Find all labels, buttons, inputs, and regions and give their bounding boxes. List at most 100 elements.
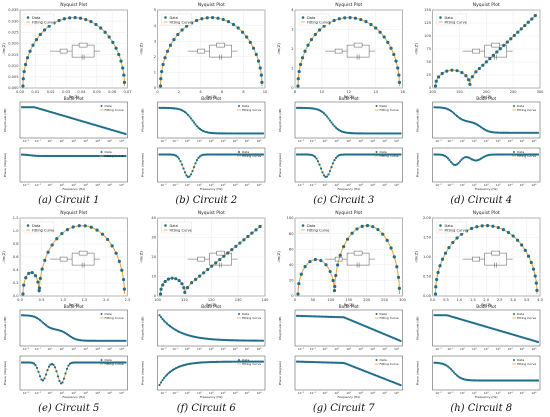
nyquist-data-point	[475, 225, 479, 229]
bode-phase-data-point	[64, 372, 67, 375]
bode-phase-freq-tick-label: 10⁻²	[23, 183, 29, 187]
nyquist-data-point	[21, 292, 25, 296]
nyquist-data-point	[306, 43, 310, 47]
bode-mag-freq-tick-label: 10⁴	[233, 347, 239, 351]
bode-title: Bode Plot	[201, 96, 221, 101]
nyquist-data-point	[353, 16, 358, 20]
nyquist-data-point	[364, 20, 368, 24]
nyquist-y-tick-label: 1.0	[13, 229, 19, 233]
nyquist-data-point	[495, 50, 499, 54]
nyquist-y-tick-label: 2.00	[423, 216, 432, 220]
nyquist-y-tick-label: 2	[291, 47, 293, 51]
nyquist-x-tick-label: 2	[178, 90, 180, 94]
bode-mag-freq-tick-label: 10⁶	[257, 347, 263, 351]
bode-mag-data-point	[399, 339, 402, 342]
nyquist-y-tick-label: 0.010	[8, 64, 19, 68]
bode-mag-freq-tick-label: 10⁴	[370, 347, 376, 351]
bode-mag-data-point	[186, 113, 190, 116]
bode-legend-fit-label: Fitting Curve	[105, 108, 124, 112]
bode-mag-freq-tick-label: 10³	[83, 139, 88, 143]
nyquist-data-point	[117, 259, 121, 263]
nyquist-data-point	[114, 46, 118, 50]
bode-phase-data-point	[261, 360, 265, 363]
nyquist-x-tick-label: 14	[373, 90, 378, 94]
bode-mag-data-point	[325, 115, 329, 118]
nyquist-data-point	[73, 16, 77, 20]
bode-phase-legend-data-marker	[238, 359, 240, 361]
bode-phase-data-point	[195, 159, 199, 162]
bode-phase-freq-tick-label: 10⁴	[508, 183, 514, 187]
nyquist-data-point	[161, 62, 165, 67]
nyquist-y-tick-label: 0.035	[8, 8, 18, 12]
bode-phase-freq-tick-label: 10⁶	[532, 183, 538, 187]
nyquist-data-point	[332, 18, 336, 23]
bode-mag-freq-tick-label: 10²	[71, 347, 76, 351]
bode-phase-ylabel: Phase (degrees)	[141, 153, 145, 177]
nyquist-data-point	[194, 277, 198, 282]
bode-mag-ylabel: Magnitude (dB)	[3, 316, 7, 339]
bode-phase-data-point	[449, 160, 453, 164]
bode-phase-data-point	[197, 156, 200, 159]
nyquist-data-point	[498, 47, 502, 51]
bode-legend-fit-label: Fitting Curve	[105, 316, 124, 320]
bode-phase-data-point	[536, 153, 540, 156]
nyquist-data-point	[397, 286, 401, 291]
nyquist-data-point	[396, 275, 401, 279]
nyquist-y-tick-label: 5	[154, 8, 156, 12]
nyquist-y-tick-label: 125	[424, 21, 431, 25]
bode-phase-data-point	[165, 373, 169, 376]
bode-phase-data-point	[451, 369, 454, 372]
nyquist-data-point	[55, 237, 59, 241]
nyquist-legend	[298, 221, 330, 234]
bode-phase-data-point	[452, 371, 456, 374]
nyquist-data-point	[248, 40, 252, 44]
bode-mag-ylabel: Magnitude (dB)	[278, 108, 282, 131]
nyquist-data-point	[46, 250, 50, 254]
bode-legend-fit-label: Fitting Curve	[242, 316, 261, 320]
bode-legend-data-marker	[100, 105, 103, 107]
nyquist-y-label: -Im(Z)	[414, 251, 419, 263]
nyquist-data-point	[214, 261, 218, 265]
nyquist-data-point	[382, 35, 386, 39]
bode-phase-freq-tick-label: 10²	[209, 183, 214, 187]
nyquist-data-point	[110, 244, 114, 248]
bode-legend-data-label: Data	[517, 104, 524, 108]
nyquist-data-point	[443, 251, 448, 255]
nyquist-data-point	[369, 22, 373, 27]
nyquist-data-point	[27, 271, 31, 275]
nyquist-x-tick-label: 0.06	[108, 90, 117, 94]
nyquist-y-label: -Im(Z)	[139, 43, 144, 55]
bode-phase-data-point	[124, 154, 127, 158]
nyquist-data-point	[533, 14, 537, 18]
panel-caption: (f) Circuit 6	[177, 403, 237, 414]
nyquist-data-point	[166, 277, 171, 281]
bode-mag-data-point	[194, 123, 197, 126]
nyquist-data-point	[374, 26, 378, 30]
bode-phase-freq-tick-label: 10¹	[59, 183, 64, 187]
nyquist-y-tick-label: 150	[424, 8, 432, 12]
nyquist-data-point	[37, 286, 42, 290]
bode-mag-freq-tick-label: 10¹	[334, 139, 339, 143]
bode-mag-ylabel: Magnitude (dB)	[278, 316, 282, 339]
panel-caption: (b) Circuit 2	[175, 195, 237, 206]
circuit-schematic	[50, 250, 101, 268]
legend-data-label: Data	[445, 16, 453, 20]
bode-phase-data-point	[458, 160, 462, 163]
nyquist-data-point	[451, 240, 455, 245]
bode-phase-data-point	[162, 377, 166, 380]
bode-mag-data-point	[43, 322, 46, 326]
bode-phase-data-point	[399, 383, 402, 387]
bode-phase-legend-fit-label: Fitting Curve	[105, 362, 124, 366]
circuit-schematic	[325, 250, 376, 268]
bode-mag-freq-tick-label: 10³	[496, 139, 501, 143]
nyquist-x-tick-label: 250	[510, 90, 518, 94]
bode-phase-data-point	[316, 160, 320, 163]
bode-mag-freq-tick-label: 10⁻²	[435, 347, 441, 351]
bode-mag-freq-tick-label: 10⁻²	[435, 139, 441, 143]
bode-phase-freq-tick-label: 10²	[71, 391, 76, 395]
bode-phase-freq-tick-label: 10⁻¹	[172, 183, 178, 187]
circuit-schematic	[462, 42, 513, 60]
circuit-schematic	[187, 42, 238, 60]
panel-caption: (c) Circuit 3	[313, 195, 374, 206]
